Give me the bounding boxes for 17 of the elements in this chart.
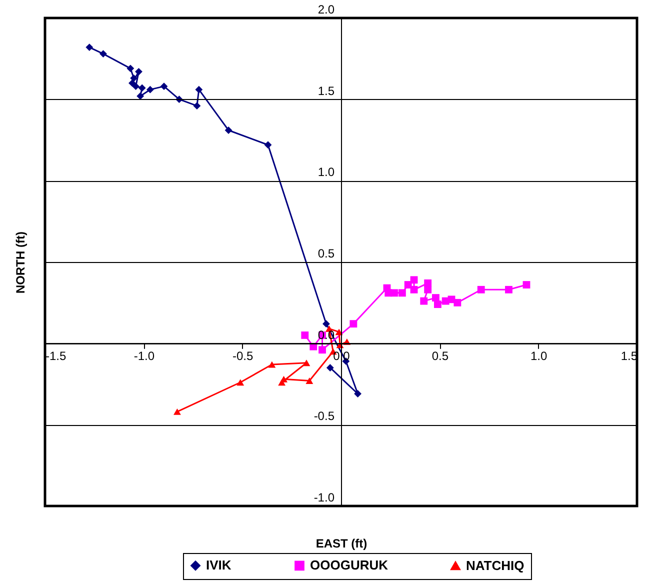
y-tick-label: 0.5 bbox=[318, 246, 335, 260]
x-axis-title: EAST (ft) bbox=[316, 536, 368, 550]
y-tick-label: 1.5 bbox=[318, 84, 335, 98]
legend-label: OOOGURUK bbox=[310, 558, 389, 573]
x-tick-label: -1.0 bbox=[134, 348, 155, 363]
y-tick-label: 0.0 bbox=[318, 328, 335, 342]
legend-label: NATCHIQ bbox=[466, 558, 524, 573]
y-axis-title: NORTH (ft) bbox=[14, 232, 28, 294]
x-tick-label: -1.5 bbox=[46, 348, 67, 363]
legend-label: IVIK bbox=[206, 558, 232, 573]
x-tick-label: 0.5 bbox=[432, 348, 449, 363]
y-tick-label: -1.0 bbox=[314, 490, 335, 504]
y-tick-label: 1.0 bbox=[318, 165, 335, 180]
x-tick-label: -0.5 bbox=[232, 348, 254, 363]
y-tick-label: 2.0 bbox=[318, 2, 335, 16]
y-tick-label: -0.5 bbox=[314, 409, 335, 424]
x-tick-label: 1.0 bbox=[530, 348, 548, 363]
